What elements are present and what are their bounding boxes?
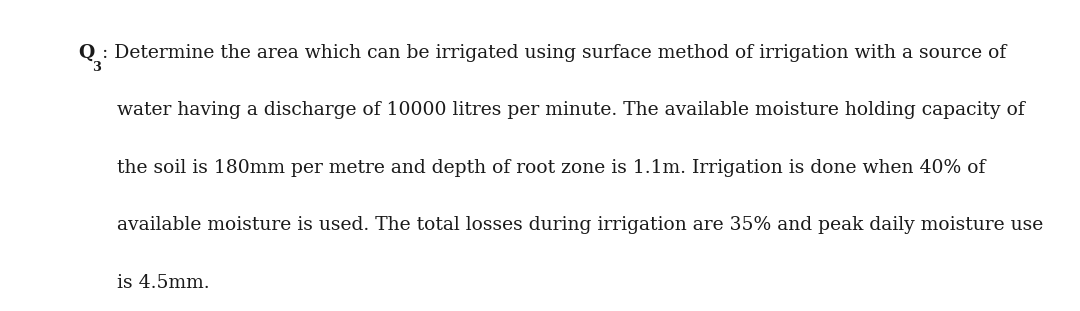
Text: 3: 3 xyxy=(92,61,102,74)
Text: available moisture is used. The total losses during irrigation are 35% and peak : available moisture is used. The total lo… xyxy=(117,216,1043,234)
Text: Q: Q xyxy=(78,44,94,62)
Text: water having a discharge of 10000 litres per minute. The available moisture hold: water having a discharge of 10000 litres… xyxy=(117,101,1025,119)
Text: is 4.5mm.: is 4.5mm. xyxy=(117,274,210,292)
Text: the soil is 180mm per metre and depth of root zone is 1.1m. Irrigation is done w: the soil is 180mm per metre and depth of… xyxy=(117,159,985,177)
Text: : Determine the area which can be irrigated using surface method of irrigation w: : Determine the area which can be irriga… xyxy=(102,44,1007,62)
